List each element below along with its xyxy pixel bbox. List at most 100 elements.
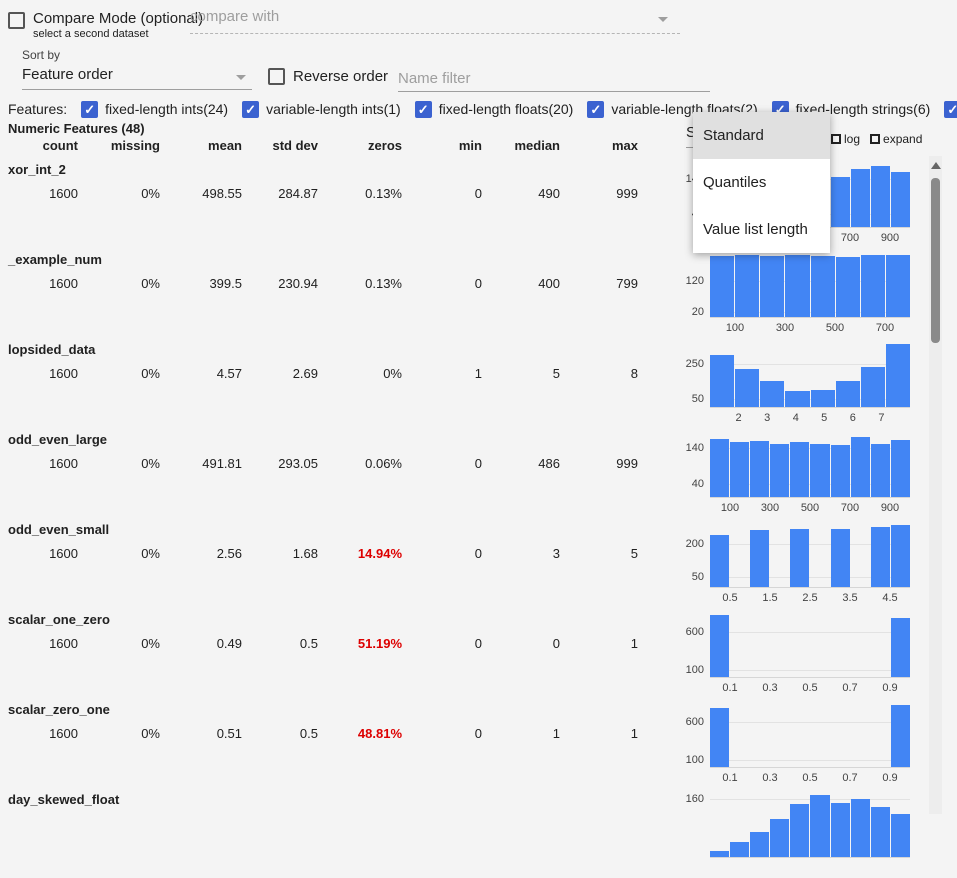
stat-max: 8 [630,366,638,381]
histogram-plot [710,342,910,408]
histogram-bars [710,522,910,587]
feature-type-checkbox[interactable]: ✓ [242,100,260,118]
stat-count: 1600 [49,186,78,201]
histogram-bar [885,255,910,317]
compare-mode-checkbox[interactable] [8,12,25,29]
scroll-up-arrow-icon[interactable] [930,162,941,169]
x-axis-tick: 2.5 [802,592,818,604]
gridline [710,311,910,313]
feature-histogram[interactable]: 600 100 0.1 0.3 0.5 0.7 0.9 [670,608,920,698]
compare-mode-labels: Compare Mode (optional) select a second … [33,10,203,40]
feature-histogram[interactable]: 200 50 0.5 1.5 2.5 3.5 4.5 [670,518,920,608]
feature-histogram[interactable]: 120 20 100 300 500 700 [670,248,920,338]
column-header-count: count [42,138,78,153]
y-axis-tick: 100 [685,664,704,677]
feature-histogram[interactable]: 140 40 100 300 500 700 900 [670,428,920,518]
compare-with-placeholder: compare with [190,8,280,25]
histogram-bars [710,342,910,407]
stat-min: 0 [474,726,482,741]
feature-histogram[interactable]: 250 50 2 3 4 5 6 7 [670,338,920,428]
y-axis-tick: 50 [691,393,704,406]
feature-type-filter: ✓variable-length strings(2) [944,100,957,118]
column-header-mean: mean [208,138,242,153]
histogram-bar [750,440,770,497]
sort-by-control: Sort by Feature order [22,48,252,90]
feature-type-checkbox[interactable]: ✓ [81,100,99,118]
log-checkbox[interactable] [831,134,841,144]
stat-median: 1 [552,726,560,741]
x-axis-tick: 300 [775,322,795,334]
stat-count: 1600 [49,726,78,741]
stat-mean: 0.51 [216,726,242,741]
x-axis-tick: 0.5 [802,682,818,694]
x-axis-tick: 3 [764,412,771,424]
compare-mode-label: Compare Mode (optional) [33,10,204,27]
name-filter-input[interactable] [398,66,710,92]
expand-toggle[interactable]: expand [870,132,922,146]
stat-missing: 0% [141,726,160,741]
histogram-bar [830,177,850,227]
table-header: count missing mean std dev zeros min med… [0,138,957,154]
histogram-bar [890,705,910,767]
menu-item-value-list-length[interactable]: Value list length [703,221,808,238]
stat-count: 1600 [49,366,78,381]
sort-by-select[interactable]: Feature order [22,66,252,90]
feature-type-checkbox[interactable]: ✓ [587,100,605,118]
x-axis-tick: 0.1 [722,772,738,784]
stat-missing: 0% [141,636,160,651]
menu-item-quantiles[interactable]: Quantiles [703,174,767,191]
gridline [710,483,910,485]
stat-min: 0 [474,276,482,291]
column-header-missing: missing [110,138,160,153]
scrollbar-thumb[interactable] [931,178,940,343]
histogram-bar [890,171,910,227]
x-axis-tick: 3.5 [842,592,858,604]
chart-toggles: log expand [831,132,922,146]
feature-name: day_skewed_float [8,792,120,807]
feature-type-label: fixed-length floats(20) [438,101,574,117]
expand-checkbox[interactable] [870,134,881,144]
stat-median: 490 [538,186,560,201]
stat-min: 0 [474,456,482,471]
histogram-bar [850,799,870,857]
histogram-bar [810,444,830,497]
histogram-bar [830,529,850,587]
feature-name: scalar_one_zero [8,612,110,627]
reverse-order-checkbox[interactable] [268,68,285,85]
histogram-bar [860,366,885,407]
histogram-bar [710,255,735,317]
feature-type-checkbox[interactable]: ✓ [944,100,957,118]
log-toggle[interactable]: log [831,132,860,146]
x-axis-tick: 5 [821,412,828,424]
stat-count: 1600 [49,636,78,651]
x-axis-tick: 6 [849,412,856,424]
y-axis-tick: 20 [691,305,704,318]
menu-item-standard[interactable]: Standard [693,112,830,159]
stat-zeros: 0.13% [365,186,402,201]
histogram-bar [810,794,830,857]
y-axis-tick: 100 [685,754,704,767]
stat-mean: 2.56 [216,546,242,561]
x-axis-tick: 1.5 [762,592,778,604]
gridline [710,280,910,282]
histogram-bars [710,792,910,857]
feature-histogram[interactable]: 600 100 0.1 0.3 0.5 0.7 0.9 [670,698,920,788]
compare-with-select[interactable]: compare with [190,8,680,34]
histogram-bar [810,389,835,407]
y-axis-tick: 120 [685,274,704,287]
scrollbar[interactable] [929,156,942,814]
stat-missing: 0% [141,366,160,381]
histogram-bar [710,535,730,587]
histogram-bar [835,380,860,407]
stat-median: 486 [538,456,560,471]
histogram-plot [710,522,910,588]
histogram-bar [710,354,735,407]
x-axis-tick: 900 [880,502,900,514]
feature-histogram[interactable]: 160 [670,788,920,878]
feature-type-checkbox[interactable]: ✓ [414,100,432,118]
histogram-bar [750,530,770,587]
stat-median: 0 [552,636,560,651]
stat-missing: 0% [141,186,160,201]
feature-name: scalar_zero_one [8,702,110,717]
gridline [710,799,910,801]
